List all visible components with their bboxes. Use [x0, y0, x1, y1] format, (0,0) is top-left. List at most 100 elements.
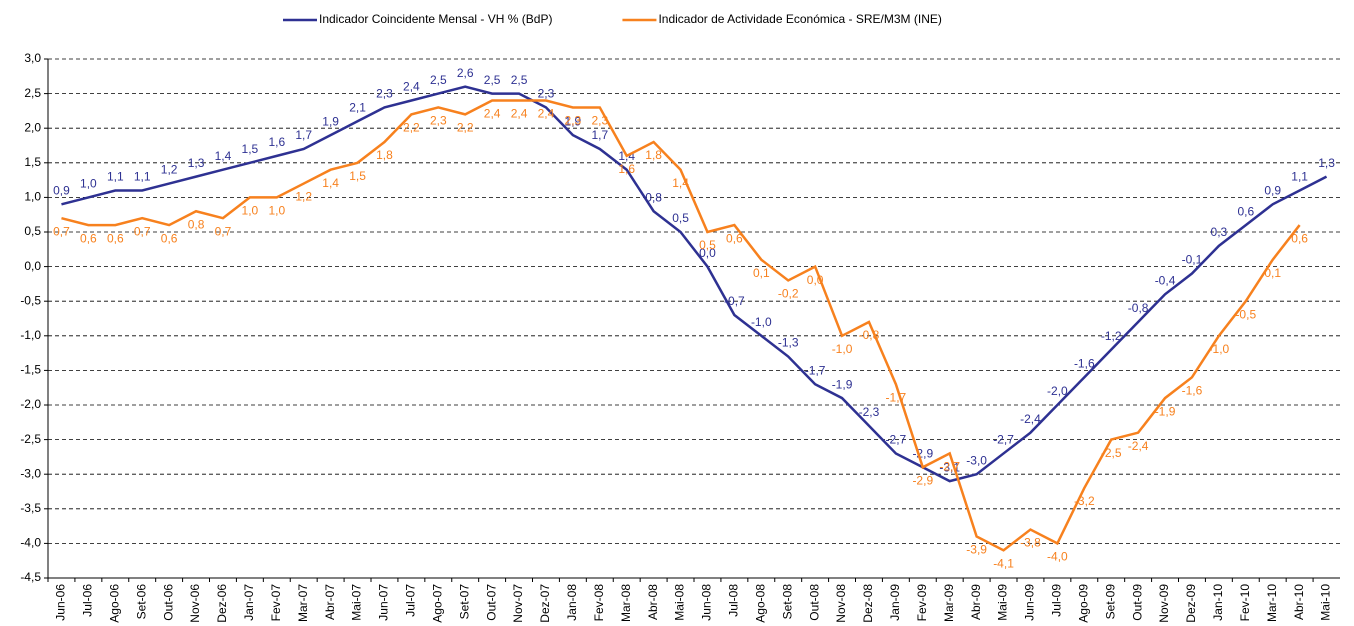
data-label: 1,1 [1291, 170, 1308, 184]
x-tick-label: Jul-06 [81, 584, 95, 617]
x-tick-label: Mar-08 [619, 584, 633, 622]
y-tick-label: 0,5 [24, 224, 41, 238]
data-label: -0,8 [1128, 301, 1149, 315]
x-tick-label: Dez-09 [1184, 584, 1198, 623]
data-label: -1,9 [1155, 404, 1176, 418]
data-label: -1,6 [1074, 356, 1095, 370]
x-tick-label: Set-06 [134, 584, 148, 620]
x-tick-label: Mai-08 [673, 584, 687, 621]
data-label: -0,5 [1235, 307, 1256, 321]
x-tick-label: Mai-09 [996, 584, 1010, 621]
x-tick-label: Mai-10 [1319, 584, 1333, 621]
data-label: 2,3 [591, 114, 608, 128]
data-label: 2,2 [403, 121, 420, 135]
data-label: 0,8 [188, 217, 205, 231]
y-tick-label: -4,0 [20, 536, 41, 550]
data-label: 0,6 [80, 231, 97, 245]
y-tick-label: 1,5 [24, 155, 41, 169]
x-tick-label: Set-08 [780, 584, 794, 620]
x-tick-label: Jun-06 [54, 584, 68, 621]
data-label: -0,1 [1182, 253, 1203, 267]
data-label: -1,6 [1182, 383, 1203, 397]
x-tick-label: Mar-10 [1265, 584, 1279, 622]
data-label: 2,5 [430, 73, 447, 87]
x-tick-label: Nov-08 [834, 584, 848, 623]
x-tick-label: Nov-06 [188, 584, 202, 623]
data-label: -1,7 [886, 390, 907, 404]
data-label: 2,4 [484, 107, 501, 121]
data-label: 0,9 [53, 183, 70, 197]
data-label: 2,3 [565, 114, 582, 128]
x-tick-label: Jul-08 [727, 584, 741, 617]
y-tick-label: 2,0 [24, 120, 41, 134]
data-label: -2,0 [1047, 384, 1068, 398]
data-label: 1,6 [268, 135, 285, 149]
data-label: 1,7 [591, 128, 608, 142]
x-tick-label: Abr-10 [1292, 584, 1306, 620]
x-tick-label: Ago-09 [1076, 584, 1090, 623]
x-tick-label: Nov-07 [511, 584, 525, 623]
data-label: 2,4 [511, 107, 528, 121]
data-label: 0,3 [1211, 225, 1228, 239]
data-label: 2,3 [538, 87, 555, 101]
data-label: 1,7 [295, 128, 312, 142]
y-tick-label: -2,5 [20, 432, 41, 446]
y-tick-label: -0,5 [20, 293, 41, 307]
x-tick-label: Mai-07 [350, 584, 364, 621]
data-label: 1,3 [188, 156, 205, 170]
data-label: -0,8 [859, 328, 880, 342]
data-label: -3,9 [966, 543, 987, 557]
x-tick-label: Out-09 [1130, 584, 1144, 621]
data-label: 2,4 [403, 80, 420, 94]
x-tick-label: Ago-07 [430, 584, 444, 623]
x-tick-label: Mar-07 [296, 584, 310, 622]
x-tick-label: Jun-08 [700, 584, 714, 621]
x-tick-label: Abr-08 [646, 584, 660, 620]
data-label: 1,4 [215, 149, 232, 163]
x-tick-label: Dez-06 [215, 584, 229, 623]
data-label: -2,4 [1128, 439, 1149, 453]
data-label: 0,6 [107, 231, 124, 245]
legend-label: Indicador de Actividade Económica - SRE/… [658, 12, 941, 26]
data-label: 0,9 [1264, 183, 1281, 197]
x-tick-label: Jun-07 [377, 584, 391, 621]
data-label: -2,7 [886, 433, 907, 447]
x-tick-label: Set-07 [457, 584, 471, 620]
data-label: 2,3 [376, 87, 393, 101]
data-label: 1,2 [161, 163, 178, 177]
data-label: -4,1 [993, 556, 1014, 570]
series-line [61, 99, 1301, 552]
x-tick-label: Fev-08 [592, 584, 606, 622]
data-label: -0,2 [778, 287, 799, 301]
data-label: 0,7 [53, 224, 70, 238]
x-tick-label: Set-09 [1103, 584, 1117, 620]
data-label: 1,8 [376, 148, 393, 162]
data-label: 2,2 [457, 121, 474, 135]
x-tick-label: Jan-09 [888, 584, 902, 621]
data-label: -0,7 [724, 294, 745, 308]
x-tick-label: Abr-07 [323, 584, 337, 620]
y-tick-label: 3,0 [24, 51, 41, 65]
data-label: -1,9 [832, 377, 853, 391]
data-label: 0,0 [807, 273, 824, 287]
data-label: 2,5 [511, 73, 528, 87]
data-label: 0,1 [753, 266, 770, 280]
data-label: 1,9 [322, 114, 339, 128]
series-line [61, 85, 1328, 483]
data-label: 1,0 [80, 177, 97, 191]
data-label: 1,1 [134, 170, 151, 184]
data-label: -1,0 [1209, 342, 1230, 356]
data-label: 2,1 [349, 100, 366, 114]
y-tick-label: -1,0 [20, 328, 41, 342]
data-label: 1,2 [295, 190, 312, 204]
data-label: 0,8 [645, 190, 662, 204]
data-label: -1,7 [805, 363, 826, 377]
data-label: -2,3 [859, 405, 880, 419]
data-label: 2,3 [430, 114, 447, 128]
data-label: 0,6 [1237, 204, 1254, 218]
x-tick-label: Jun-09 [1023, 584, 1037, 621]
data-label: -1,3 [778, 336, 799, 350]
x-tick-label: Dez-08 [861, 584, 875, 623]
data-label: 0,6 [161, 231, 178, 245]
